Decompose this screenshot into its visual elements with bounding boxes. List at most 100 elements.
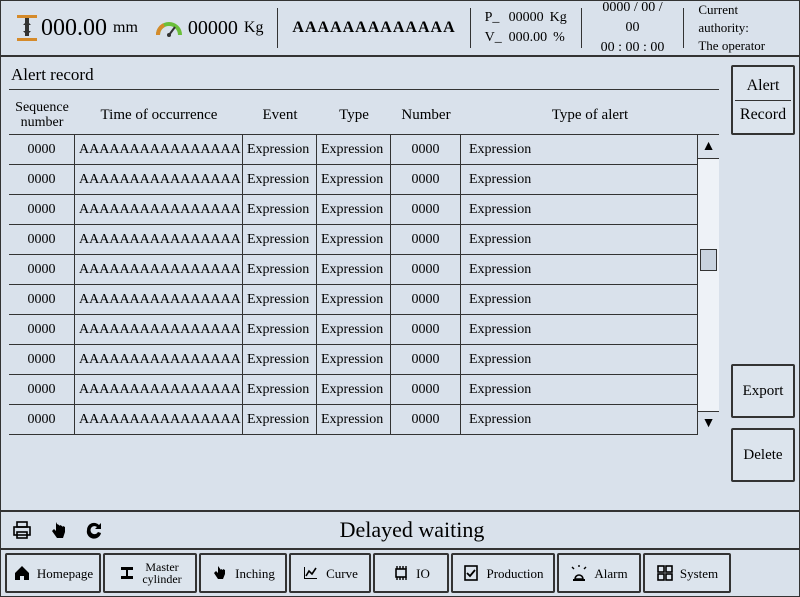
cell-time: AAAAAAAAAAAAAAAA xyxy=(75,345,243,374)
status-bar: Delayed waiting xyxy=(1,512,799,550)
table-row[interactable]: 0000AAAAAAAAAAAAAAAAExpressionExpression… xyxy=(9,165,697,195)
col-header-type: Type xyxy=(317,107,391,124)
cell-event: Expression xyxy=(243,345,317,374)
table-body: 0000AAAAAAAAAAAAAAAAExpressionExpression… xyxy=(9,135,697,435)
scroll-track[interactable] xyxy=(698,159,719,411)
cell-sequence: 0000 xyxy=(9,405,75,434)
cell-type: Expression xyxy=(317,405,391,434)
cell-event: Expression xyxy=(243,405,317,434)
cell-alerttype: Expression xyxy=(461,405,697,434)
col-header-alerttype: Type of alert xyxy=(461,107,719,124)
panel-title: Alert record xyxy=(9,65,719,90)
refresh-icon[interactable] xyxy=(83,519,105,541)
cell-sequence: 0000 xyxy=(9,135,75,164)
cell-number: 0000 xyxy=(391,285,461,314)
cell-sequence: 0000 xyxy=(9,195,75,224)
table-row[interactable]: 0000AAAAAAAAAAAAAAAAExpressionExpression… xyxy=(9,375,697,405)
cell-sequence: 0000 xyxy=(9,285,75,314)
cell-event: Expression xyxy=(243,135,317,164)
cell-sequence: 0000 xyxy=(9,255,75,284)
cell-type: Expression xyxy=(317,225,391,254)
cell-sequence: 0000 xyxy=(9,345,75,374)
alert-record-tab-button[interactable]: Alert Record xyxy=(731,65,795,135)
nav-curve[interactable]: Curve xyxy=(289,553,371,593)
pv-readout: P_00000Kg V_000.00% xyxy=(479,1,573,55)
table-row[interactable]: 0000AAAAAAAAAAAAAAAAExpressionExpression… xyxy=(9,285,697,315)
grid-icon xyxy=(656,564,674,582)
cell-event: Expression xyxy=(243,195,317,224)
distance-indicator: 000.00 mm xyxy=(7,1,144,55)
cell-type: Expression xyxy=(317,255,391,284)
nav-master-cylinder[interactable]: Mastercylinder xyxy=(103,553,197,593)
col-header-number: Number xyxy=(391,107,461,124)
hand-pointer-icon[interactable] xyxy=(47,519,69,541)
cylinder-icon xyxy=(118,564,136,582)
cell-type: Expression xyxy=(317,165,391,194)
gauge-meter-icon xyxy=(154,15,184,41)
cell-alerttype: Expression xyxy=(461,225,697,254)
cell-alerttype: Expression xyxy=(461,195,697,224)
cell-event: Expression xyxy=(243,165,317,194)
nav-system[interactable]: System xyxy=(643,553,731,593)
status-text: Delayed waiting xyxy=(119,517,705,543)
cell-time: AAAAAAAAAAAAAAAA xyxy=(75,375,243,404)
cell-event: Expression xyxy=(243,255,317,284)
cell-type: Expression xyxy=(317,375,391,404)
nav-io[interactable]: IO xyxy=(373,553,449,593)
cell-time: AAAAAAAAAAAAAAAA xyxy=(75,285,243,314)
datetime-readout: 0000 / 00 / 00 00 : 00 : 00 xyxy=(590,1,676,55)
nav-inching[interactable]: Inching xyxy=(199,553,287,593)
cell-number: 0000 xyxy=(391,345,461,374)
cell-time: AAAAAAAAAAAAAAAA xyxy=(75,315,243,344)
top-center-label: AAAAAAAAAAAAA xyxy=(286,1,461,55)
scroll-up-button[interactable]: ▲ xyxy=(698,135,719,159)
cell-alerttype: Expression xyxy=(461,255,697,284)
distance-value: 000.00 xyxy=(41,15,107,42)
table-row[interactable]: 0000AAAAAAAAAAAAAAAAExpressionExpression… xyxy=(9,315,697,345)
cell-alerttype: Expression xyxy=(461,285,697,314)
table-row[interactable]: 0000 AAAAAAAAAAAAAAAA Expression Expression… xyxy=(9,225,697,255)
cell-time: AAAAAAAAAAAAAAAA xyxy=(75,135,243,164)
nav-alarm[interactable]: Alarm xyxy=(557,553,641,593)
cell-number: 0000 xyxy=(391,315,461,344)
cell-event: Expression xyxy=(243,285,317,314)
printer-icon[interactable] xyxy=(11,519,33,541)
table-row[interactable]: 0000AAAAAAAAAAAAAAAAExpressionExpression… xyxy=(9,195,697,225)
alert-record-panel: Alert record Sequencenumber Time of occu… xyxy=(1,57,727,510)
cell-type: Expression xyxy=(317,345,391,374)
weight-value: 00000 xyxy=(188,17,238,40)
cell-sequence: 0000 xyxy=(9,375,75,404)
nav-homepage[interactable]: Homepage xyxy=(5,553,101,593)
cell-number: 0000 xyxy=(391,225,461,254)
clipboard-check-icon xyxy=(462,564,480,582)
table-row[interactable]: 0000AAAAAAAAAAAAAAAAExpressionExpression… xyxy=(9,345,697,375)
cell-alerttype: Expression xyxy=(461,315,697,344)
cell-type: Expression xyxy=(317,285,391,314)
cell-time: AAAAAAAAAAAAAAAA xyxy=(75,195,243,224)
home-icon xyxy=(13,564,31,582)
scroll-down-button[interactable]: ▼ xyxy=(698,411,719,435)
col-header-time: Time of occurrence xyxy=(75,107,243,124)
nav-production[interactable]: Production xyxy=(451,553,555,593)
cell-event: Expression xyxy=(243,315,317,344)
distance-unit: mm xyxy=(113,19,138,37)
cell-number: 0000 xyxy=(391,255,461,284)
cell-number: 0000 xyxy=(391,375,461,404)
cell-sequence: 0000 xyxy=(9,315,75,344)
table-scrollbar: ▲ ▼ xyxy=(697,135,719,435)
table-row[interactable]: 0000AAAAAAAAAAAAAAAAExpressionExpression… xyxy=(9,135,697,165)
cell-alerttype: Expression xyxy=(461,345,697,374)
delete-button[interactable]: Delete xyxy=(731,428,795,482)
cell-alerttype: Expression xyxy=(461,135,697,164)
scroll-thumb[interactable] xyxy=(700,249,717,271)
weight-indicator: 00000 Kg xyxy=(148,1,270,55)
authority-readout: Current authority: The operator xyxy=(692,1,793,55)
col-header-sequence: Sequencenumber xyxy=(9,100,75,130)
export-button[interactable]: Export xyxy=(731,364,795,418)
cell-time: AAAAAAAAAAAAAAAA xyxy=(75,225,243,254)
weight-unit: Kg xyxy=(244,19,264,37)
cell-number: 0000 xyxy=(391,405,461,434)
cell-time: AAAAAAAAAAAAAAAA xyxy=(75,405,243,434)
table-row[interactable]: 0000AAAAAAAAAAAAAAAAExpressionExpression… xyxy=(9,405,697,435)
table-row[interactable]: 0000AAAAAAAAAAAAAAAAExpressionExpression… xyxy=(9,255,697,285)
